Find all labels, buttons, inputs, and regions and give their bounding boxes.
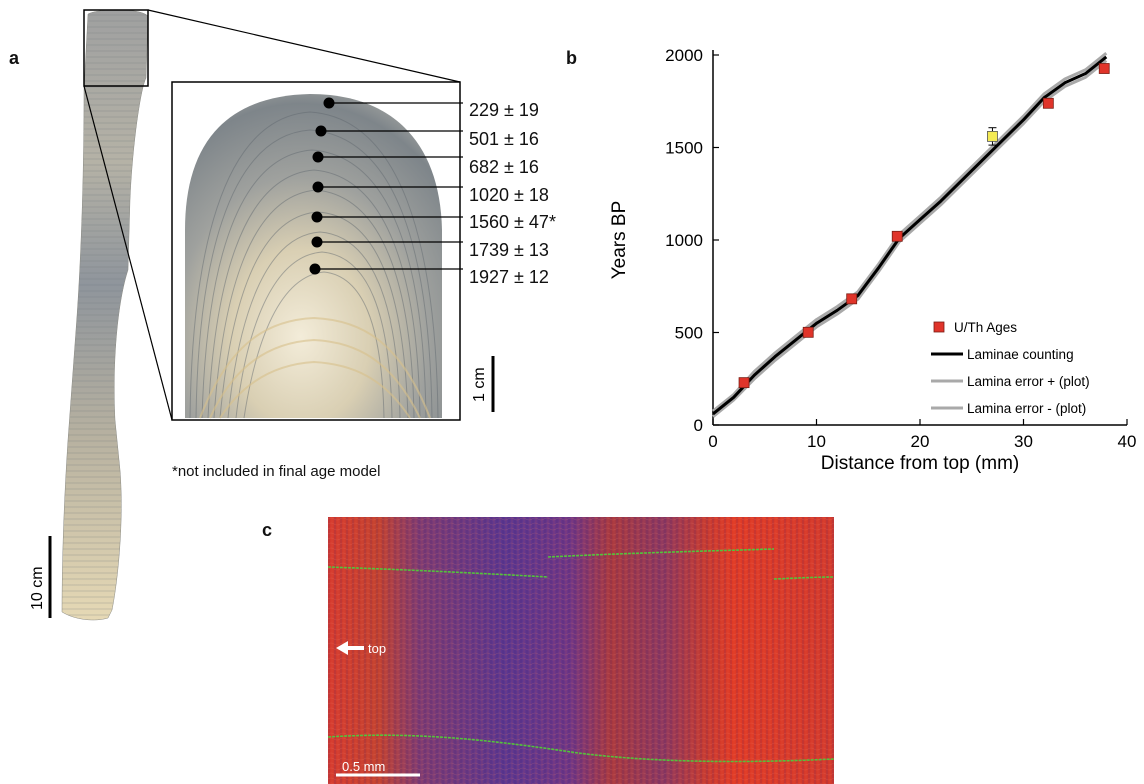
age-label: 1020 ± 18: [469, 185, 549, 205]
top-arrow: [336, 641, 364, 655]
uth-age-marker: [1098, 63, 1110, 74]
sample-dot: [315, 125, 327, 137]
laminae-image: top 0.5 mm: [328, 517, 834, 784]
x-tick-label: 30: [1014, 432, 1033, 451]
x-tick-label: 10: [807, 432, 826, 451]
age-label: 682 ± 16: [469, 157, 539, 177]
series-line: [712, 52, 1108, 413]
zoom-frame: [171, 81, 461, 421]
x-axis-label: Distance from top (mm): [821, 453, 1019, 474]
uth-age-marker: [802, 326, 814, 338]
sample-dot: [311, 211, 323, 223]
panel-letter-c: c: [262, 520, 273, 540]
age-label: 1560 ± 47*: [469, 212, 556, 232]
uth-age-marker: [891, 230, 903, 242]
stalagmite-panel: 1 cm 10 cm: [29, 9, 495, 621]
legend-label: U/Th Ages: [954, 320, 1017, 335]
y-axis-label: Years BP: [609, 201, 630, 280]
age-label: 501 ± 16: [469, 129, 539, 149]
series-line: [712, 55, 1108, 416]
x-tick-label: 40: [1118, 432, 1137, 451]
age-label: 229 ± 19: [469, 100, 539, 120]
age-label: 1927 ± 12: [469, 267, 549, 287]
scale-label-1cm: 1 cm: [471, 367, 488, 402]
scale-label-10cm: 10 cm: [29, 566, 46, 610]
y-tick-label: 0: [694, 416, 703, 435]
sample-dot: [309, 263, 321, 275]
laminae-traces: [328, 548, 834, 763]
sample-markers: [315, 102, 463, 270]
legend-swatch-uth: [933, 321, 945, 333]
y-tick-label: 2000: [665, 46, 703, 65]
panel-letter-a: a: [9, 48, 20, 68]
sample-dot: [312, 181, 324, 193]
inset-box: [83, 9, 149, 87]
age-depth-chart: 0 500 1000 1500 2000 0 10 20 30 40 Distance from t…: [609, 46, 1137, 474]
y-tick-label: 1500: [665, 139, 703, 158]
sample-dot: [312, 151, 324, 163]
uth-age-marker: [738, 377, 750, 389]
legend-label: Lamina error + (plot): [967, 374, 1090, 389]
footnote: *not included in final age model: [172, 463, 381, 480]
top-arrow-label: top: [368, 641, 386, 656]
zoomed-stalagmite: [172, 82, 460, 420]
y-tick-label: 500: [675, 324, 703, 343]
sample-dot: [323, 97, 335, 109]
legend-label: Lamina error - (plot): [967, 401, 1086, 416]
series-line: [712, 59, 1108, 418]
legend-label: Laminae counting: [967, 347, 1074, 362]
x-tick-label: 0: [708, 432, 717, 451]
panel-letter-b: b: [566, 48, 577, 68]
x-tick-label: 20: [911, 432, 930, 451]
y-tick-label: 1000: [665, 231, 703, 250]
excluded-age-marker: [987, 131, 998, 142]
scale-label-0-5mm: 0.5 mm: [342, 759, 385, 774]
uth-age-marker: [1042, 97, 1054, 109]
sample-dot: [311, 236, 323, 248]
uth-age-marker: [846, 293, 858, 305]
age-label: 1739 ± 13: [469, 240, 549, 260]
